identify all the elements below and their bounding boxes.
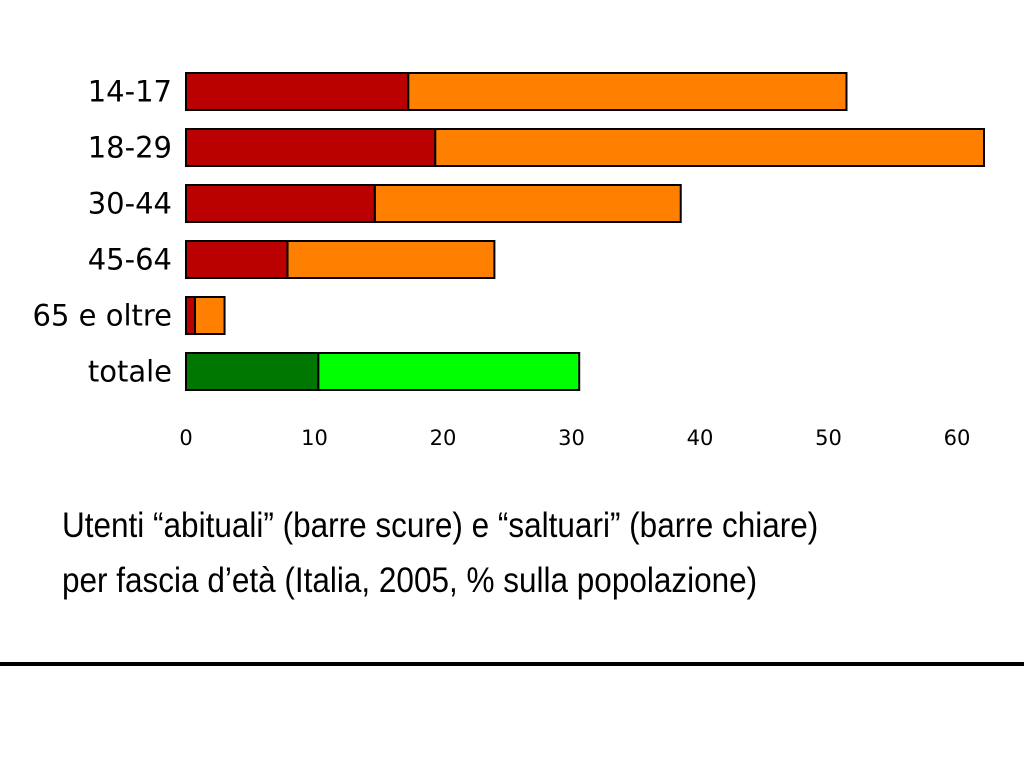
x-tick-label: 40: [687, 426, 714, 450]
x-tick-label: 20: [430, 426, 457, 450]
bar-chart: 14-17 18-29 30-44 45-64 65 e oltre totale 0 10…: [33, 72, 985, 450]
bar-light-2: [373, 184, 682, 223]
category-label: 18-29: [88, 131, 172, 165]
category-label: 65 e oltre: [33, 299, 172, 333]
category-label: 14-17: [88, 75, 172, 109]
bar-dark-5: [185, 352, 320, 391]
bar-dark-1: [185, 128, 437, 167]
bar-light-3: [286, 240, 496, 279]
bar-light-4: [193, 296, 226, 335]
category-label: 45-64: [88, 243, 172, 277]
category-label: 30-44: [88, 187, 172, 221]
x-tick-label: 30: [558, 426, 585, 450]
bar-light-5: [317, 352, 581, 391]
x-tick-label: 60: [944, 426, 971, 450]
x-tick-label: 50: [815, 426, 842, 450]
chart-bars: [185, 72, 985, 391]
bar-dark-3: [185, 240, 289, 279]
bar-dark-4: [185, 296, 196, 335]
caption-line-2: per fascia d’età (Italia, 2005, % sulla …: [62, 561, 758, 600]
category-label: totale: [88, 355, 172, 389]
bar-light-1: [434, 128, 985, 167]
bar-dark-0: [185, 72, 410, 111]
x-tick-label: 10: [301, 426, 328, 450]
x-axis-tick-labels: 0 10 20 30 40 50 60: [179, 426, 970, 450]
category-labels: 14-17 18-29 30-44 45-64 65 e oltre totale: [33, 75, 172, 389]
x-tick-label: 0: [179, 426, 192, 450]
divider-line: [0, 662, 1024, 666]
caption-line-1: Utenti “abituali” (barre scure) e “saltu…: [62, 506, 819, 545]
chart-caption: Utenti “abituali” (barre scure) e “saltu…: [62, 498, 908, 608]
bar-light-0: [407, 72, 848, 111]
bar-dark-2: [185, 184, 376, 223]
